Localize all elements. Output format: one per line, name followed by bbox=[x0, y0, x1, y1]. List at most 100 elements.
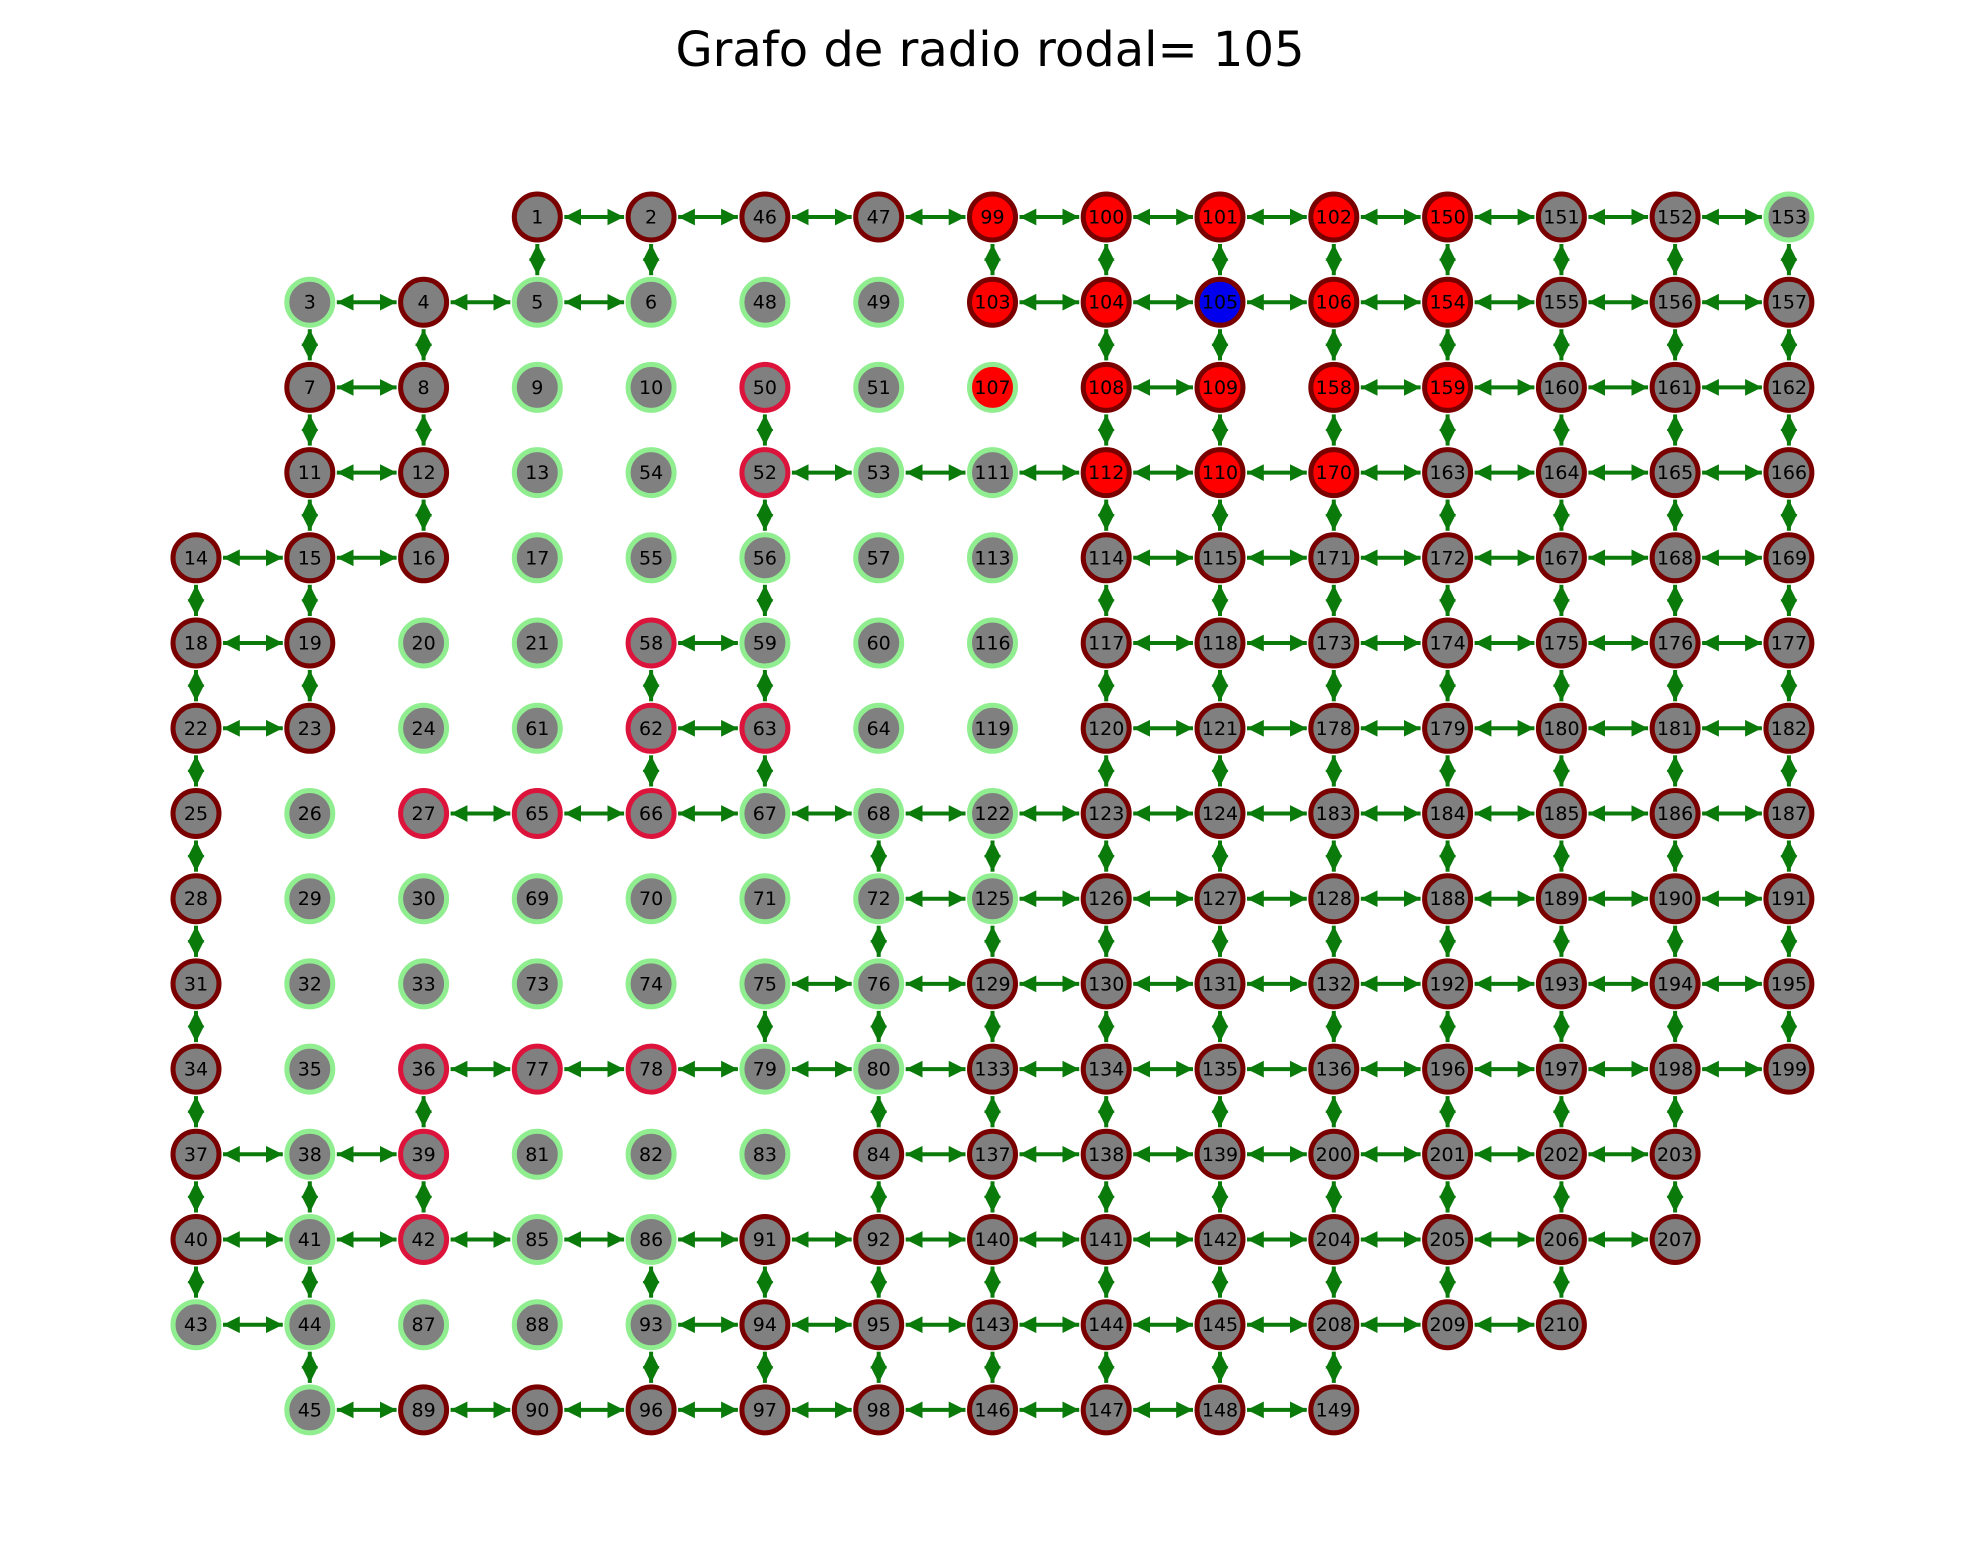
node-circle-40 bbox=[170, 1214, 222, 1265]
node-circle-28 bbox=[170, 873, 222, 925]
node-label-35: 35 bbox=[298, 1059, 322, 1081]
node-circle-203 bbox=[1649, 1128, 1701, 1180]
node-circle-86 bbox=[625, 1214, 677, 1265]
node-circle-196 bbox=[1422, 1043, 1474, 1095]
node-label-42: 42 bbox=[412, 1229, 436, 1251]
node-circle-180 bbox=[1535, 702, 1587, 754]
node-209: 209 bbox=[1422, 1299, 1474, 1351]
node-156: 156 bbox=[1649, 276, 1701, 328]
node-label-56: 56 bbox=[753, 547, 777, 569]
node-circle-162 bbox=[1763, 361, 1815, 413]
node-circle-55 bbox=[625, 532, 677, 584]
node-93: 93 bbox=[625, 1299, 677, 1351]
node-label-83: 83 bbox=[753, 1144, 777, 1166]
node-circle-160 bbox=[1535, 361, 1587, 413]
node-label-120: 120 bbox=[1088, 718, 1124, 740]
node-label-176: 176 bbox=[1657, 633, 1693, 655]
node-circle-58 bbox=[625, 617, 677, 669]
node-label-29: 29 bbox=[298, 888, 322, 910]
node-circle-37 bbox=[170, 1128, 222, 1180]
node-circle-48 bbox=[739, 276, 791, 328]
node-184: 184 bbox=[1422, 788, 1474, 839]
node-122: 122 bbox=[967, 788, 1018, 839]
node-label-181: 181 bbox=[1657, 718, 1693, 740]
node-label-208: 208 bbox=[1316, 1314, 1352, 1336]
node-circle-137 bbox=[967, 1128, 1018, 1180]
node-label-110: 110 bbox=[1202, 462, 1238, 484]
node-label-79: 79 bbox=[753, 1059, 777, 1081]
node-82: 82 bbox=[625, 1128, 677, 1180]
node-label-16: 16 bbox=[412, 547, 436, 569]
node-circle-125 bbox=[967, 873, 1018, 925]
node-46: 46 bbox=[739, 191, 791, 243]
node-92: 92 bbox=[853, 1214, 905, 1265]
node-circle-107 bbox=[967, 361, 1018, 413]
node-label-141: 141 bbox=[1088, 1229, 1124, 1251]
node-label-92: 92 bbox=[867, 1229, 891, 1251]
node-185: 185 bbox=[1535, 788, 1587, 839]
node-circle-206 bbox=[1535, 1214, 1587, 1265]
node-label-28: 28 bbox=[184, 888, 208, 910]
node-160: 160 bbox=[1535, 361, 1587, 413]
node-label-1: 1 bbox=[531, 207, 543, 229]
node-label-173: 173 bbox=[1316, 633, 1352, 655]
node-label-77: 77 bbox=[525, 1059, 549, 1081]
node-label-78: 78 bbox=[639, 1059, 663, 1081]
node-57: 57 bbox=[853, 532, 905, 584]
node-circle-66 bbox=[625, 788, 677, 839]
node-circle-67 bbox=[739, 788, 791, 839]
node-label-190: 190 bbox=[1657, 888, 1693, 910]
node-circle-60 bbox=[853, 617, 905, 669]
node-label-166: 166 bbox=[1771, 462, 1807, 484]
node-133: 133 bbox=[967, 1043, 1018, 1095]
node-circle-69 bbox=[511, 873, 563, 925]
node-label-168: 168 bbox=[1657, 547, 1693, 569]
node-label-184: 184 bbox=[1429, 803, 1465, 825]
node-label-170: 170 bbox=[1316, 462, 1352, 484]
node-70: 70 bbox=[625, 873, 677, 925]
node-68: 68 bbox=[853, 788, 905, 839]
node-38: 38 bbox=[284, 1128, 336, 1180]
node-139: 139 bbox=[1194, 1128, 1246, 1180]
node-96: 96 bbox=[625, 1384, 677, 1436]
node-109: 109 bbox=[1194, 361, 1246, 413]
node-135: 135 bbox=[1194, 1043, 1246, 1095]
node-label-91: 91 bbox=[753, 1229, 777, 1251]
node-circle-154 bbox=[1422, 276, 1474, 328]
node-86: 86 bbox=[625, 1214, 677, 1265]
node-circle-159 bbox=[1422, 361, 1474, 413]
node-label-50: 50 bbox=[753, 377, 777, 399]
node-circle-152 bbox=[1649, 191, 1701, 243]
node-20: 20 bbox=[398, 617, 450, 669]
node-circle-54 bbox=[625, 447, 677, 499]
node-circle-77 bbox=[511, 1043, 563, 1095]
node-179: 179 bbox=[1422, 702, 1474, 754]
node-114: 114 bbox=[1080, 532, 1132, 584]
node-19: 19 bbox=[284, 617, 336, 669]
node-206: 206 bbox=[1535, 1214, 1587, 1265]
node-95: 95 bbox=[853, 1299, 905, 1351]
node-205: 205 bbox=[1422, 1214, 1474, 1265]
node-label-129: 129 bbox=[974, 973, 1010, 995]
node-171: 171 bbox=[1308, 532, 1360, 584]
node-circle-98 bbox=[853, 1384, 905, 1436]
node-199: 199 bbox=[1763, 1043, 1815, 1095]
node-label-61: 61 bbox=[525, 718, 549, 740]
node-circle-7 bbox=[284, 361, 336, 413]
node-124: 124 bbox=[1194, 788, 1246, 839]
node-circle-199 bbox=[1763, 1043, 1815, 1095]
node-label-72: 72 bbox=[867, 888, 891, 910]
node-201: 201 bbox=[1422, 1128, 1474, 1180]
node-circle-126 bbox=[1080, 873, 1132, 925]
node-15: 15 bbox=[284, 532, 336, 584]
node-80: 80 bbox=[853, 1043, 905, 1095]
node-label-27: 27 bbox=[412, 803, 436, 825]
node-label-124: 124 bbox=[1202, 803, 1238, 825]
node-circle-4 bbox=[398, 276, 450, 328]
node-circle-32 bbox=[284, 958, 336, 1010]
node-label-107: 107 bbox=[974, 377, 1010, 399]
node-label-19: 19 bbox=[298, 633, 322, 655]
node-137: 137 bbox=[967, 1128, 1018, 1180]
